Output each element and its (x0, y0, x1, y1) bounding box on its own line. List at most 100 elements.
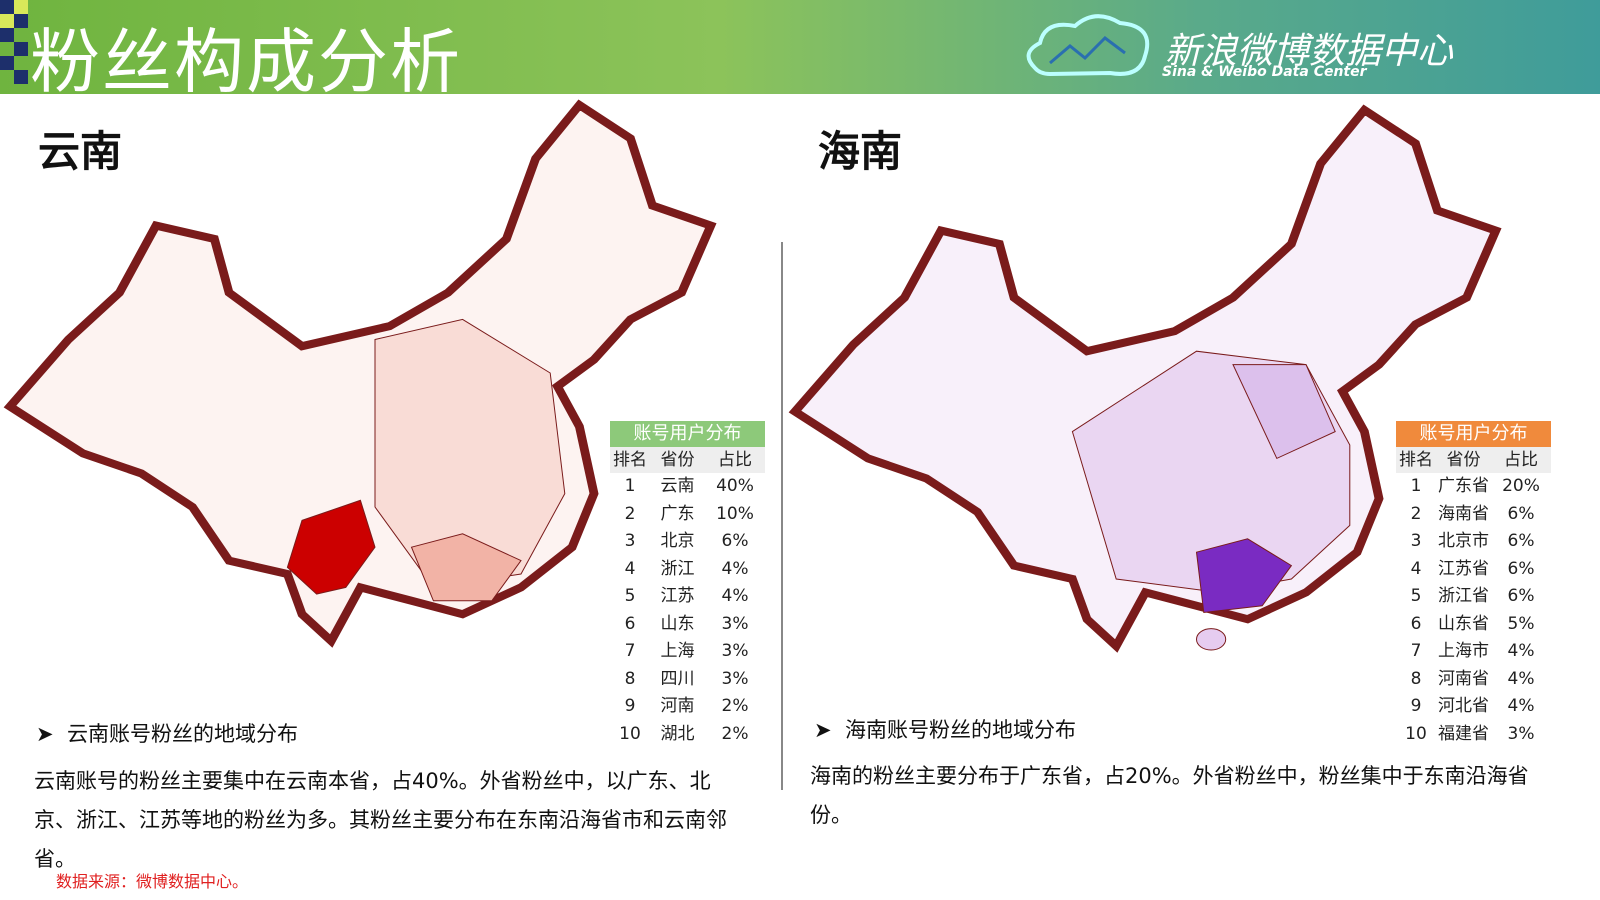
bullet: ➤ 海南账号粉丝的地域分布 (814, 718, 1076, 742)
table-row: 10 湖北 2% (610, 721, 765, 749)
table-cell: 6% (1507, 558, 1535, 579)
column-header: 排名 (613, 450, 647, 470)
table-cell: 9 (624, 696, 636, 716)
table-cell: 4 (1410, 558, 1422, 579)
column-header: 占比 (718, 450, 752, 470)
table-cell: 北京市 (1438, 531, 1489, 551)
logo-cloud (1026, 14, 1150, 77)
table-row: 1 云南 40% (610, 473, 765, 501)
table-cell: 6 (624, 613, 636, 634)
table-cell: 4% (1507, 641, 1535, 661)
table-cell: 云南 (660, 476, 695, 496)
table-cell: 浙江省 (1438, 586, 1489, 606)
table-cell: 7 (1410, 641, 1422, 661)
table-row: 9 河南 2% (610, 693, 765, 721)
table-row: 4 江苏省 6% (1396, 556, 1551, 584)
ranking-table: 账号用户分布 排名 省份 占比 1 云南 40% 2 广东 10% 3 北京 6% 4 浙江 4% 5 江苏 4% 6… (610, 421, 765, 748)
table-cell: 北京 (660, 531, 695, 551)
table-cell: 广东省 (1438, 476, 1489, 496)
table-cell: 5% (1507, 613, 1535, 634)
region-title: 海南 (818, 127, 903, 176)
table-cell: 7 (624, 641, 636, 661)
bullet-text: 海南账号粉丝的地域分布 (844, 718, 1076, 742)
table-cell: 3 (1410, 531, 1422, 551)
table-cell: 江苏省 (1438, 558, 1489, 579)
table-cell: 5 (624, 586, 636, 606)
table-cell: 4% (1507, 668, 1535, 689)
table-cell: 山东省 (1438, 613, 1489, 634)
table-cell: 40% (716, 476, 754, 496)
table-cell: 10 (1405, 723, 1427, 744)
description: 海南的粉丝主要分布于广东省，占20%。外省粉丝中，粉丝集中于东南沿海省份。 (810, 764, 1529, 827)
table-cell: 山东 (660, 613, 695, 634)
description: 云南账号的粉丝主要集中在云南本省，占40%。外省粉丝中，以广东、北京、浙江、江苏… (34, 769, 727, 871)
table-cell: 河南 (660, 696, 695, 716)
checker (0, 0, 28, 84)
table-row: 2 海南省 6% (1396, 501, 1551, 529)
source-note: 数据来源：微博数据中心。 (56, 872, 249, 891)
table-cell: 福建省 (1438, 723, 1489, 744)
table-row: 8 河南省 4% (1396, 666, 1551, 694)
table-header: 排名 省份 占比 (610, 447, 765, 473)
table-cell: 10 (619, 723, 641, 744)
table-cell: 1 (624, 476, 636, 496)
table-cell: 10% (716, 503, 754, 524)
table-row: 3 北京 6% (610, 528, 765, 556)
table-cell: 上海市 (1438, 641, 1489, 661)
table-row: 6 山东省 5% (1396, 611, 1551, 639)
logo-text: 新浪微博数据中心 (1165, 31, 1454, 72)
table-header: 排名 省份 占比 (1396, 447, 1551, 473)
table-cell: 8 (624, 668, 636, 689)
column-header: 省份 (1446, 450, 1481, 470)
table-cell: 3% (721, 641, 749, 661)
table-cell: 9 (1410, 696, 1422, 716)
table-row: 5 江苏 4% (610, 583, 765, 611)
table-cell: 6 (1410, 613, 1422, 634)
table-cell: 河北省 (1438, 696, 1489, 716)
table-row: 7 上海市 4% (1396, 638, 1551, 666)
table-cell: 4% (721, 558, 749, 579)
table-cell: 河南省 (1438, 668, 1489, 689)
region-title: 云南 (38, 127, 123, 176)
bullet-text: 云南账号粉丝的地域分布 (66, 722, 298, 746)
table-cell: 2% (721, 723, 749, 744)
table-cell: 四川 (660, 668, 695, 689)
ranking-table: 账号用户分布 排名 省份 占比 1 广东省 20% 2 海南省 6% 3 北京市 6% 4 江苏省 6% 5 浙江… (1396, 421, 1551, 748)
slide-title: 粉丝构成分析 (30, 21, 462, 103)
map-right (795, 110, 1496, 650)
divider (781, 242, 783, 790)
table-cell: 3% (1507, 723, 1535, 744)
table-cell: 4% (1507, 696, 1535, 716)
table-cell: 3% (721, 668, 749, 689)
table-cell: 上海 (660, 641, 695, 661)
table-cell: 5 (1410, 586, 1422, 606)
table-row: 9 河北省 4% (1396, 693, 1551, 721)
table-row: 2 广东 10% (610, 501, 765, 529)
table-cell: 2 (1410, 503, 1422, 524)
table-cell: 20% (1502, 476, 1540, 496)
table-title: 账号用户分布 (1396, 421, 1551, 447)
table-cell: 浙江 (660, 558, 695, 579)
logo-subtitle: Sina & Weibo Data Center (1162, 64, 1367, 80)
table-row: 1 广东省 20% (1396, 473, 1551, 501)
table-cell: 6% (1507, 531, 1535, 551)
table-cell: 3% (721, 613, 749, 634)
table-title: 账号用户分布 (610, 421, 765, 447)
table-cell: 湖北 (660, 723, 695, 744)
table-cell: 广东 (660, 503, 695, 524)
column-header: 占比 (1504, 450, 1538, 470)
table-cell: 2% (721, 696, 749, 716)
column-header: 省份 (660, 450, 695, 470)
table-cell: 6% (721, 531, 749, 551)
table-cell: 6% (1507, 586, 1535, 606)
table-cell: 4 (624, 558, 636, 579)
table-row: 7 上海 3% (610, 638, 765, 666)
table-cell: 海南省 (1438, 503, 1489, 524)
table-row: 5 浙江省 6% (1396, 583, 1551, 611)
header-band (0, 0, 1600, 94)
table-row: 4 浙江 4% (610, 556, 765, 584)
table-cell: 6% (1507, 503, 1535, 524)
table-row: 6 山东 3% (610, 611, 765, 639)
table-row: 10 福建省 3% (1396, 721, 1551, 749)
